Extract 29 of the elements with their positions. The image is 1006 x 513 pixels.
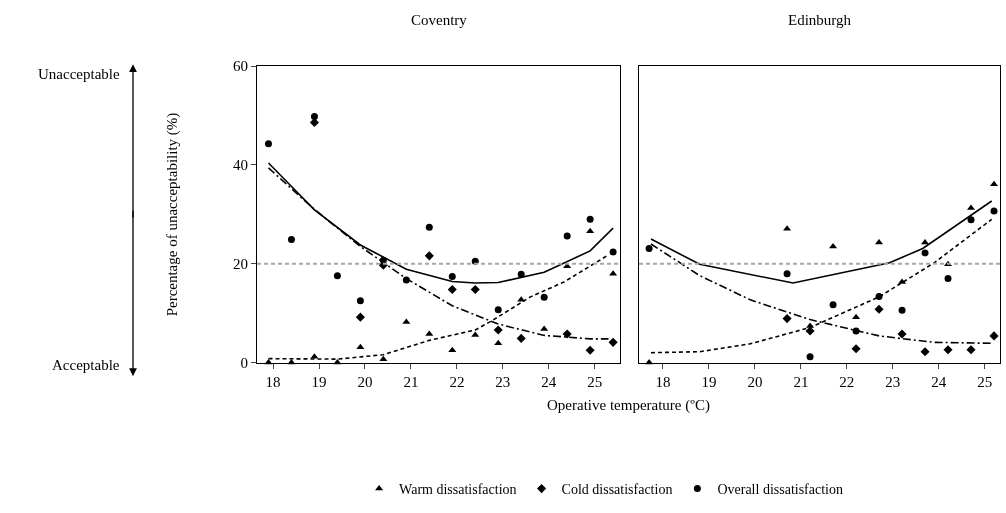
text: Acceptable — [52, 357, 120, 373]
x-tick-label: 21 — [793, 373, 809, 390]
x-tick-label: 19 — [311, 373, 327, 390]
x-tick-label: 23 — [495, 373, 511, 390]
x-tick-label: 18 — [655, 373, 671, 390]
y-tick-label: 60 — [233, 58, 248, 75]
y-tick-label: 20 — [233, 256, 248, 273]
text: Unacceptable — [38, 66, 120, 82]
x-tick-label: 19 — [701, 373, 717, 390]
x-tick-label: 21 — [403, 373, 419, 390]
x-tick-label: 25 — [587, 373, 603, 390]
x-axis-title: Operative temperature (ºC) — [547, 397, 710, 414]
legend-label: Overall dissatisfaction — [717, 482, 843, 498]
x-tick-label: 20 — [357, 373, 373, 390]
x-tick-label: 25 — [977, 373, 993, 390]
chart-title: Edinburgh — [788, 12, 852, 28]
x-tick-label: 24 — [541, 373, 557, 390]
y-axis-title: Percentage of unacceptability (%) — [163, 112, 181, 317]
x-tick-label: 20 — [747, 373, 763, 390]
y-tick-label: 0 — [240, 354, 248, 371]
x-tick-label: 22 — [839, 373, 855, 390]
x-tick-label: 23 — [885, 373, 901, 390]
legend-label: Cold dissatisfaction — [561, 482, 673, 498]
y-tick-label: 40 — [233, 157, 248, 174]
chart-title: Coventry — [411, 12, 468, 28]
legend-label: Warm dissatisfaction — [399, 482, 517, 498]
x-tick-label: 18 — [265, 373, 281, 390]
x-tick-label: 24 — [931, 373, 947, 390]
x-tick-label: 22 — [449, 373, 465, 390]
